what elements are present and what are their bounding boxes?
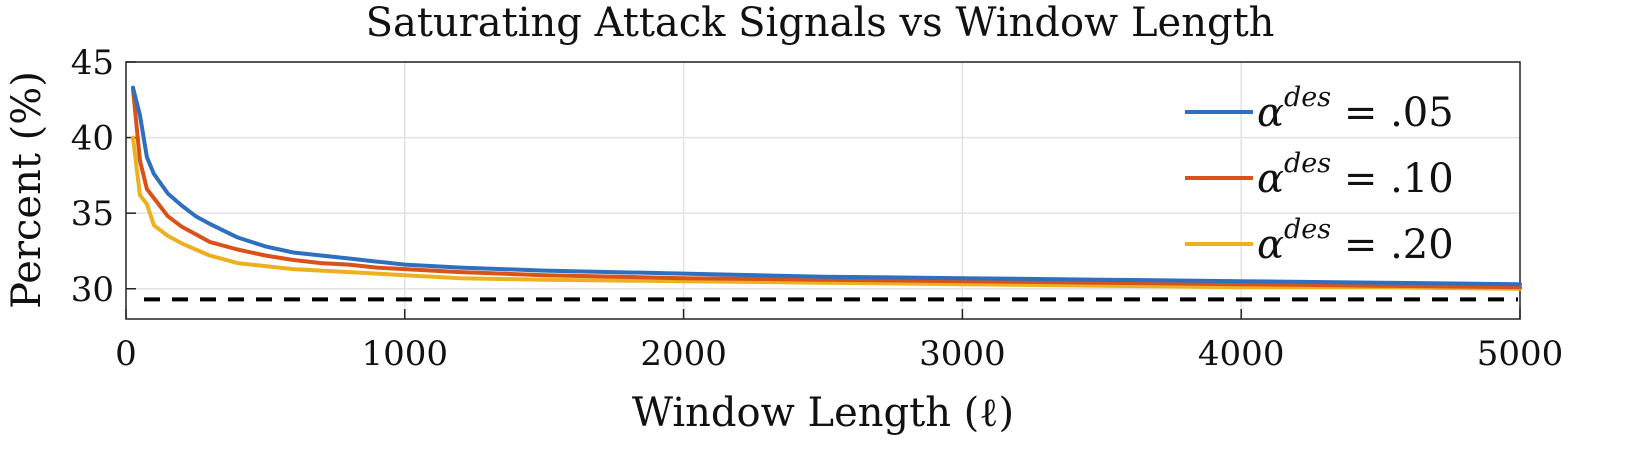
y-tick-label: 35 <box>71 194 114 234</box>
y-tick-label: 45 <box>71 43 114 83</box>
legend-label: αdes = .10 <box>1257 148 1454 202</box>
series-line-2 <box>131 87 1522 290</box>
legend-item: αdes = .05 <box>1185 82 1454 136</box>
y-axis-title: Percent (%) <box>4 71 50 309</box>
legend-label: αdes = .05 <box>1257 82 1454 136</box>
series-line-1 <box>131 85 1522 287</box>
chart-title: Saturating Attack Signals vs Window Leng… <box>366 0 1275 46</box>
y-tick-label: 30 <box>71 270 114 310</box>
legend-label: αdes = .20 <box>1257 214 1454 268</box>
x-tick-label: 1000 <box>362 334 449 374</box>
x-tick-label: 4000 <box>1198 334 1285 374</box>
legend-item: αdes = .20 <box>1185 214 1454 268</box>
series-line-3 <box>131 135 1522 291</box>
ticks: 0 1000 2000 3000 4000 5000 30 35 40 45 <box>71 43 1564 374</box>
series-layer <box>131 85 1522 302</box>
legend: αdes = .05 αdes = .10 αdes = .20 <box>1185 82 1454 268</box>
x-tick-label: 3000 <box>919 334 1006 374</box>
plot-frame <box>125 61 1521 320</box>
x-tick-label: 5000 <box>1477 334 1564 374</box>
legend-item: αdes = .10 <box>1185 148 1454 202</box>
y-tick-label: 40 <box>71 119 114 159</box>
x-tick-label: 2000 <box>640 334 727 374</box>
x-tick-label: 0 <box>115 334 137 374</box>
x-axis-title: Window Length (ℓ) <box>632 390 1014 436</box>
